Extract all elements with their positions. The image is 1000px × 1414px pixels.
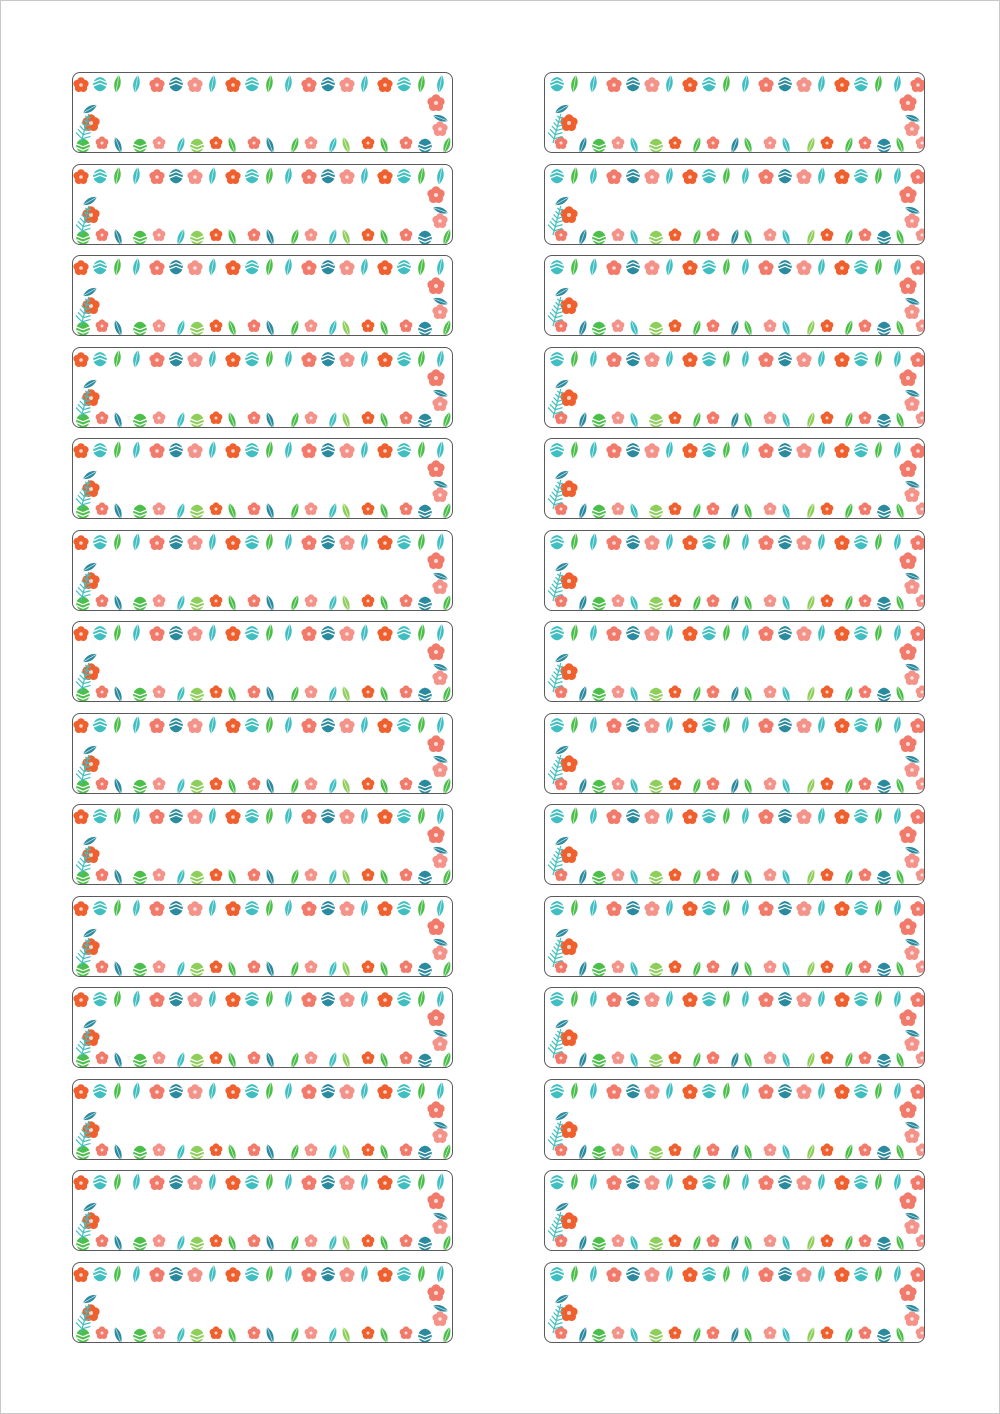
sticker-label	[544, 72, 925, 153]
label-writing-area	[111, 1104, 411, 1136]
tropical-frame-decoration	[73, 1264, 451, 1342]
tropical-frame-decoration	[547, 349, 924, 427]
tropical-frame-decoration	[547, 1081, 924, 1159]
tropical-frame-decoration	[547, 166, 924, 244]
label-writing-area	[583, 646, 883, 678]
sticker-label	[544, 712, 925, 794]
tropical-frame-decoration	[73, 532, 451, 610]
tropical-frame-decoration	[73, 1172, 451, 1250]
sticker-label	[544, 255, 925, 336]
sticker-label	[544, 621, 925, 702]
label-writing-area	[111, 646, 411, 678]
label-writing-area	[583, 372, 883, 404]
label-grid	[72, 72, 926, 1343]
label-writing-area	[111, 1012, 411, 1044]
label-writing-area	[111, 372, 411, 404]
sticker-label	[72, 1078, 453, 1160]
tropical-frame-decoration	[73, 257, 451, 335]
label-writing-area	[111, 1195, 411, 1227]
label-writing-area	[583, 1195, 883, 1227]
sticker-label	[544, 1078, 925, 1160]
sticker-label	[72, 712, 453, 794]
sticker-label	[72, 1170, 453, 1251]
tropical-frame-decoration	[73, 623, 451, 701]
sticker-label	[544, 987, 925, 1068]
sticker-label	[544, 804, 925, 885]
sticker-label	[544, 346, 925, 428]
tropical-frame-decoration	[73, 74, 451, 152]
label-writing-area	[583, 280, 883, 312]
label-writing-area	[583, 829, 883, 861]
tropical-frame-decoration	[73, 166, 451, 244]
tropical-frame-decoration	[73, 806, 451, 884]
label-writing-area	[583, 738, 883, 770]
sticker-label	[72, 438, 453, 519]
tropical-frame-decoration	[547, 74, 924, 152]
sticker-label	[544, 438, 925, 519]
sticker-label	[544, 1261, 925, 1343]
tropical-frame-decoration	[73, 349, 451, 427]
sticker-label	[72, 621, 453, 702]
tropical-frame-decoration	[547, 1172, 924, 1250]
tropical-frame-decoration	[547, 806, 924, 884]
label-writing-area	[583, 463, 883, 495]
sticker-label	[544, 895, 925, 977]
tropical-frame-decoration	[547, 440, 924, 518]
sticker-label	[544, 163, 925, 245]
label-writing-area	[111, 189, 411, 221]
tropical-frame-decoration	[547, 715, 924, 793]
label-writing-area	[111, 280, 411, 312]
label-writing-area	[583, 97, 883, 129]
tropical-frame-decoration	[73, 440, 451, 518]
tropical-frame-decoration	[547, 989, 924, 1067]
tropical-frame-decoration	[73, 989, 451, 1067]
tropical-frame-decoration	[547, 532, 924, 610]
tropical-frame-decoration	[547, 623, 924, 701]
label-writing-area	[111, 463, 411, 495]
tropical-frame-decoration	[73, 898, 451, 976]
tropical-frame-decoration	[73, 715, 451, 793]
label-writing-area	[583, 555, 883, 587]
sticker-label	[72, 255, 453, 336]
label-writing-area	[583, 921, 883, 953]
sticker-label	[544, 529, 925, 611]
label-writing-area	[583, 1104, 883, 1136]
label-writing-area	[111, 738, 411, 770]
label-writing-area	[583, 189, 883, 221]
label-writing-area	[111, 1287, 411, 1319]
sticker-label	[72, 804, 453, 885]
tropical-frame-decoration	[547, 257, 924, 335]
label-writing-area	[583, 1287, 883, 1319]
sticker-label	[72, 346, 453, 428]
sticker-label	[72, 895, 453, 977]
sticker-label	[72, 72, 453, 153]
sticker-label	[72, 163, 453, 245]
tropical-frame-decoration	[547, 898, 924, 976]
label-writing-area	[111, 555, 411, 587]
label-writing-area	[111, 829, 411, 861]
label-writing-area	[583, 1012, 883, 1044]
sticker-label	[72, 529, 453, 611]
sticker-label	[544, 1170, 925, 1251]
tropical-frame-decoration	[73, 1081, 451, 1159]
label-writing-area	[111, 97, 411, 129]
sticker-label	[72, 1261, 453, 1343]
tropical-frame-decoration	[547, 1264, 924, 1342]
sticker-label	[72, 987, 453, 1068]
label-writing-area	[111, 921, 411, 953]
